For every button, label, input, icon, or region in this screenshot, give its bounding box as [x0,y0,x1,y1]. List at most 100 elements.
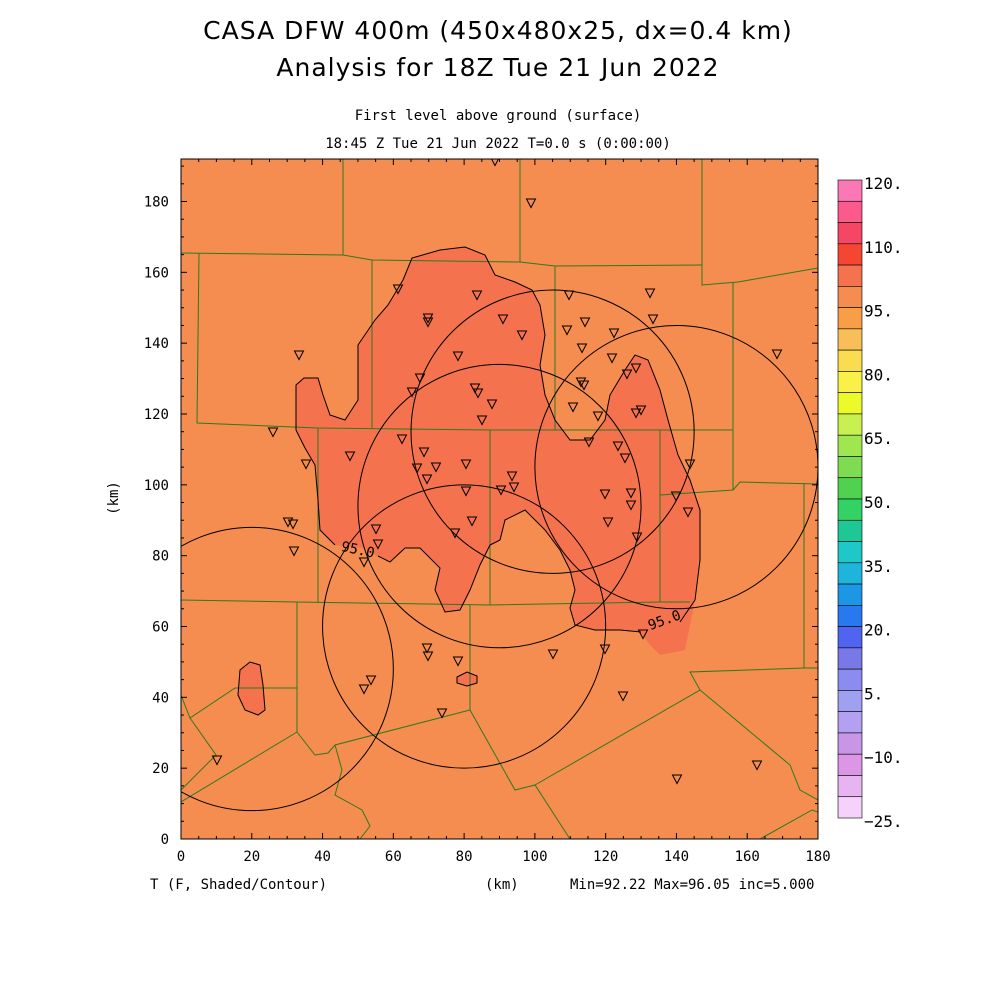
y-tick-label: 60 [152,620,169,636]
title-line-2: Analysis for 18Z Tue 21 Jun 2022 [276,53,720,82]
colorbar-swatch [837,328,863,351]
y-tick-label: 100 [144,478,169,494]
colorbar-swatch [837,392,863,415]
station-markers [211,159,783,785]
colorbar-swatch [837,519,863,542]
warm-region-tiny [457,672,477,686]
colorbar-swatch [837,753,863,776]
station-marker [436,708,448,719]
station-marker [365,675,377,686]
colorbar-swatch [837,562,863,585]
station-marker [630,408,642,419]
county-line [699,689,818,801]
station-marker [288,546,300,557]
colorbar-label: 65. [864,429,893,448]
station-marker [637,629,649,640]
y-tick-label: 40 [152,690,169,706]
subtitle-line-2: 18:45 Z Tue 21 Jun 2022 T=0.0 s (0:00:00… [325,136,671,152]
colorbar-swatch [837,498,863,521]
y-tick-label: 160 [144,265,169,281]
station-marker [682,507,694,518]
colorbar-label: −10. [864,748,903,767]
station-marker [287,519,299,530]
county-line [759,809,818,839]
colorbar: 120. 110. 95. 80. 65. 50. 35. 20. 5. −10. −25. [837,174,903,831]
station-marker [625,500,637,511]
contour-95 [377,509,642,633]
x-tick-label: 120 [593,849,618,865]
station-marker [631,532,643,543]
contour-95 [295,246,701,623]
colorbar-swatch [837,413,863,436]
y-tick-label: 0 [161,832,169,848]
station-marker [421,643,433,654]
station-marker [344,451,356,462]
station-marker [547,649,559,660]
station-marker [414,373,426,384]
county-line [732,481,818,491]
colorbar-label: 110. [864,238,903,257]
station-marker [392,284,404,295]
x-tick-label: 160 [735,849,760,865]
station-marker [358,684,370,695]
station-marker [635,405,647,416]
x-tick-label: 80 [456,849,473,865]
county-line [196,252,733,431]
y-axis-label: (km) [105,481,122,515]
colorbar-swatch [837,456,863,479]
station-marker [460,459,472,470]
colorbar-swatch [837,626,863,649]
station-marker [583,437,595,448]
station-marker [486,399,498,410]
station-marker [293,350,305,361]
colorbar-swatch [837,668,863,691]
subtitle-line-1: First level above ground (surface) [354,108,642,124]
colorbar-label: 5. [864,684,883,703]
y-tick-label: 20 [152,761,169,777]
colorbar-swatch [837,605,863,627]
colorbar-swatch [837,222,863,245]
station-marker [370,524,382,535]
colorbar-swatch [837,434,863,457]
station-marker [599,489,611,500]
station-marker [472,388,484,399]
station-marker [567,402,579,413]
station-marker [267,427,279,438]
contour-lines [237,246,701,716]
station-marker [751,760,763,771]
county-line [181,717,217,791]
x-tick-label: 40 [314,849,331,865]
radar-ring [322,484,607,769]
x-tick-label: 100 [522,849,547,865]
colorbar-swatch [837,711,863,734]
station-marker [430,462,442,473]
colorbar-label: 50. [864,493,893,512]
station-marker [418,447,430,458]
county-line [181,731,298,803]
x-tick-label: 180 [805,849,830,865]
station-marker [575,377,587,388]
colorbar-swatch [837,583,863,606]
station-marker [525,198,537,209]
contour-95 [456,671,478,687]
station-marker [771,349,783,360]
colorbar-label: 95. [864,302,893,321]
station-marker [497,314,509,325]
county-line [181,252,703,267]
radar-ring [410,289,695,574]
y-tick-label: 80 [152,549,169,565]
colorbar-label: −25. [864,812,903,831]
station-marker [647,314,659,325]
x-axis-label: (km) [485,877,519,893]
station-marker [508,482,520,493]
station-marker [506,471,518,482]
radar-ring [534,325,818,610]
station-marker [592,411,604,422]
station-marker [476,415,488,426]
y-tick-label: 180 [144,195,169,211]
station-marker [625,488,637,499]
radar-range-rings [181,289,818,812]
station-marker [421,474,433,485]
station-marker [300,459,312,470]
colorbar-swatch [837,541,863,564]
